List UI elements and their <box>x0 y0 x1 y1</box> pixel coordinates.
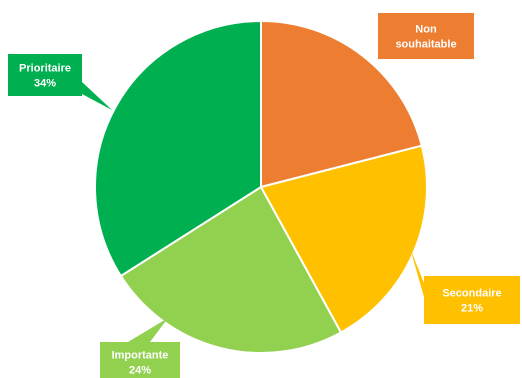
callout-pointer <box>128 318 168 342</box>
callout-box <box>378 13 474 59</box>
slice-label: Non <box>415 24 437 36</box>
callout-prioritaire: Prioritaire 34% <box>8 54 112 110</box>
pie-slice-prioritaire <box>94 19 262 278</box>
slice-percent: 24% <box>129 365 151 377</box>
pie-slice-secondaire <box>259 144 428 334</box>
callout-pointer <box>410 248 424 297</box>
callout-box <box>8 54 82 96</box>
callouts: Non souhaitable Secondaire 21% Importante 24%… <box>8 13 520 378</box>
callout-box <box>100 342 180 378</box>
callout-secondaire: Secondaire 21% <box>410 248 520 324</box>
slice-label: Prioritaire <box>19 63 71 75</box>
callout-pointer <box>82 82 112 110</box>
pie-slice-non-souhaitable <box>260 19 424 189</box>
slice-percent: 34% <box>34 78 56 90</box>
callout-box <box>424 276 520 324</box>
callout-non-souhaitable: Non souhaitable <box>378 13 474 59</box>
slice-label: Importante <box>112 350 169 362</box>
pie-slices <box>94 19 428 354</box>
slice-label: Secondaire <box>442 288 501 300</box>
slice-label: souhaitable <box>395 39 456 51</box>
pie-slice-importante <box>119 185 343 354</box>
slice-percent: 21% <box>461 303 483 315</box>
callout-importante: Importante 24% <box>100 318 180 378</box>
